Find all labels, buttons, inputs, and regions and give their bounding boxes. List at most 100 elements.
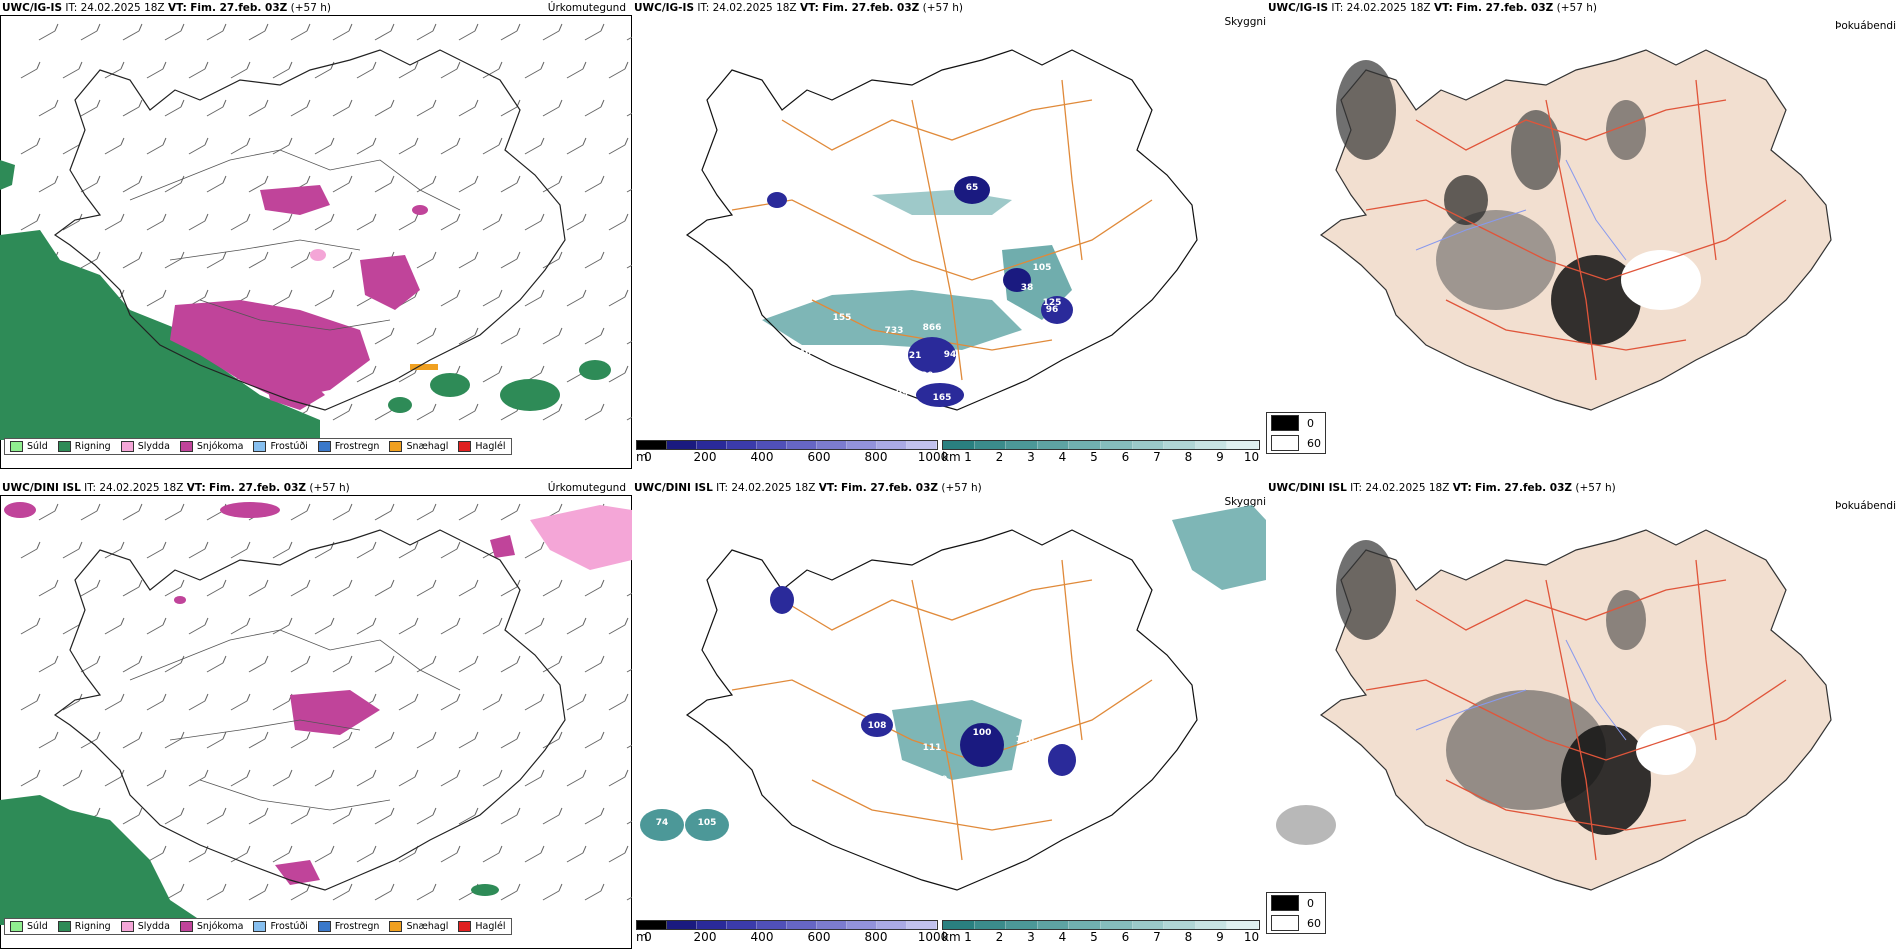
wind-barb	[230, 137, 251, 155]
wind-barb	[458, 175, 479, 193]
wind-barb	[524, 61, 545, 79]
legend-item: Snæhagl	[389, 921, 448, 932]
iceland-coastline	[685, 49, 1198, 411]
wind-barb	[500, 579, 521, 597]
wind-barb	[524, 289, 545, 307]
vt-label: VT:	[799, 2, 819, 14]
wind-barb	[566, 61, 587, 79]
cloud-base-label: 74	[656, 818, 669, 828]
wind-barb	[80, 251, 101, 269]
colorbar-segment	[757, 441, 787, 449]
fog-area	[1511, 110, 1561, 190]
snow-area	[490, 535, 515, 558]
fog-area	[1561, 725, 1651, 835]
low-visibility-area	[762, 290, 1022, 350]
colorbar-tick-label: 9	[1216, 930, 1224, 944]
wind-barb	[626, 264, 632, 269]
wind-barb	[188, 769, 209, 787]
visibility-title: Skyggni	[1224, 496, 1267, 508]
snow-area	[412, 205, 428, 215]
wind-barb	[104, 541, 125, 559]
colorbar-segment	[943, 441, 975, 449]
wind-barb	[20, 617, 41, 635]
map-frame	[0, 495, 632, 949]
wind-barb	[416, 327, 437, 345]
colorbar-tick-label: 5	[1090, 450, 1098, 464]
cloud-base-label: 130	[915, 371, 934, 381]
cloud-base-label: 111	[923, 743, 942, 753]
fog-legend-row: 60	[1267, 433, 1325, 453]
cloud-base-label: 165	[933, 393, 952, 403]
cloud-base-label: 100	[973, 728, 992, 738]
fog-map	[1276, 529, 1832, 891]
wind-barb	[416, 403, 437, 421]
iceland-land	[1319, 49, 1832, 411]
vt-value: Fim. 27.feb. 03Z	[209, 482, 307, 494]
wind-barb	[440, 213, 461, 231]
colorbar-unit: km	[942, 450, 961, 464]
low-visibility-area	[685, 809, 729, 841]
wind-barb	[248, 807, 269, 825]
cloud-base-label: 10	[911, 863, 924, 873]
iceland-coastline	[53, 529, 566, 891]
wind-barb	[290, 503, 311, 521]
legend-item: Frostregn	[317, 441, 379, 452]
colorbar-segment	[943, 921, 975, 929]
low-cloud-area	[954, 176, 990, 204]
it-value: 24.02.2025 18Z	[99, 482, 184, 494]
wind-barb	[62, 61, 83, 79]
wind-barb	[398, 61, 419, 79]
colorbar-tick-label: 10	[1243, 450, 1260, 464]
colorbar-segment	[1100, 921, 1133, 929]
snow-area	[174, 596, 186, 604]
wind-barb	[524, 541, 545, 559]
wind-barb	[398, 137, 419, 155]
wind-barb	[500, 655, 521, 673]
wind-barb	[122, 503, 143, 521]
fog-area	[1336, 60, 1396, 160]
wind-barb	[416, 807, 437, 825]
fog-legend-swatch	[1271, 915, 1299, 931]
wind-barb	[482, 693, 503, 711]
colorbar-tick-label: 400	[750, 450, 774, 464]
legend-item: Haglél	[458, 441, 506, 452]
wind-barb	[20, 769, 41, 787]
panel-header: UWC/IG-IS IT: 24.02.2025 18Z VT: Fim. 27…	[2, 2, 331, 14]
wind-barb	[80, 503, 101, 521]
cloud-base-label: 96	[1046, 305, 1059, 315]
wind-barb	[104, 213, 125, 231]
wind-barb	[104, 617, 125, 635]
cloud-base-label: 199	[891, 368, 910, 378]
cloud-base-colorbar: m 0 200 400 600 800 1000	[636, 920, 1256, 950]
low-cloud-area	[1048, 744, 1076, 776]
wind-barb	[164, 579, 185, 597]
low-cloud-area	[916, 383, 964, 407]
colorbar-unit: km	[942, 930, 961, 944]
visibility-panel-bottom: UWC/DINI ISL IT: 24.02.2025 18Z VT: Fim.…	[632, 480, 1266, 950]
fog-area	[1551, 255, 1641, 345]
legend-item: Súld	[10, 921, 48, 932]
vt-value: Fim. 27.feb. 03Z	[1475, 482, 1573, 494]
model-name: UWC/DINI ISL	[1268, 482, 1347, 494]
wind-barb	[356, 617, 377, 635]
colorbar-segment	[1195, 921, 1228, 929]
colorbar-segment	[637, 921, 667, 929]
colorbar-segment	[1195, 441, 1228, 449]
wind-barb	[146, 61, 167, 79]
legend-swatch	[253, 921, 267, 932]
cloud-base-label: 146	[793, 348, 812, 358]
colorbar-segment	[1006, 921, 1038, 929]
cloud-base-label: 148	[1016, 735, 1035, 745]
wind-barb	[122, 731, 143, 749]
colorbar-tick-label: 1000	[917, 450, 949, 464]
fog-legend-swatch	[1271, 435, 1299, 451]
wind-barb	[542, 175, 563, 193]
wind-barb	[332, 579, 353, 597]
wind-barb	[248, 731, 269, 749]
wind-barb	[584, 807, 605, 825]
wind-barb	[206, 23, 227, 41]
wind-barb	[608, 845, 629, 863]
wind-barb	[626, 668, 632, 673]
colorbar-strip	[942, 920, 1260, 930]
fog-title: Þokuábendi	[1835, 500, 1896, 512]
